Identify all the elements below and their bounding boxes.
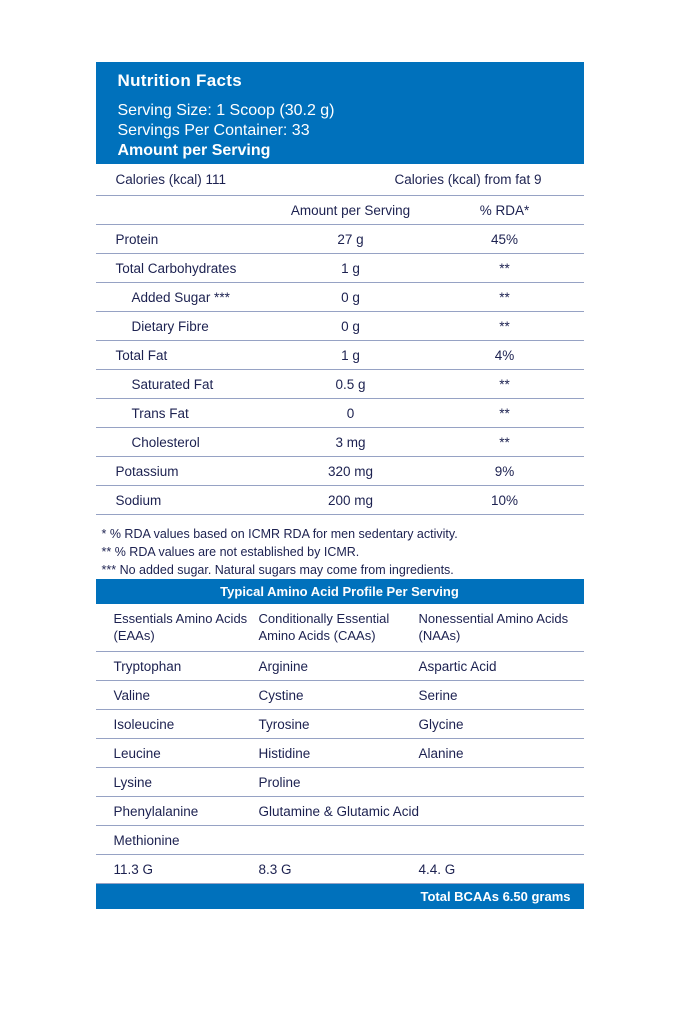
- amino-cell: Valine: [113, 687, 151, 703]
- nutrient-row-added-sugar: Added Sugar *** 0 g **: [95, 283, 584, 312]
- nutrient-row-sodium: Sodium 200 mg 10%: [95, 486, 584, 515]
- nutrient-row-dietary-fibre: Dietary Fibre 0 g **: [95, 312, 584, 341]
- amino-cell: Leucine: [113, 745, 161, 761]
- amount-column-header: Amount per Serving: [290, 202, 411, 218]
- amino-cell: Methionine: [113, 832, 180, 848]
- amino-cell: Glutamine & Glutamic Acid: [258, 803, 420, 819]
- amino-total-naas: 4.4. G: [418, 861, 456, 877]
- amino-row-1: Tryptophan Arginine Aspartic Acid: [95, 652, 584, 681]
- footnote-no-added-sugar: *** No added sugar. Natural sugars may c…: [101, 563, 454, 577]
- amino-cell: Tyrosine: [258, 716, 310, 732]
- amino-cell: Histidine: [258, 745, 311, 761]
- nutrient-label: Potassium: [115, 463, 179, 479]
- nutrient-rda: 10%: [490, 492, 519, 508]
- amino-cell: Isoleucine: [113, 716, 175, 732]
- amino-total-caas: 8.3 G: [258, 861, 292, 877]
- amino-col-header-naas: Nonessential Amino Acids (NAAs): [418, 611, 569, 643]
- nutrient-rda: **: [499, 376, 510, 392]
- nutrient-row-potassium: Potassium 320 mg 9%: [95, 457, 584, 486]
- amount-per-serving-heading: Amount per Serving: [117, 142, 271, 159]
- nutrient-label: Total Carbohydrates: [115, 260, 237, 276]
- amino-profile-title: Typical Amino Acid Profile Per Serving: [220, 584, 459, 599]
- nutrient-amount: 1 g: [341, 347, 360, 363]
- total-bcaas-label: Total BCAAs 6.50 grams: [420, 889, 571, 904]
- nutrient-row-total-fat: Total Fat 1 g 4%: [95, 341, 584, 370]
- amino-col-header-caas: Conditionally Essential Amino Acids (CAA…: [258, 611, 390, 643]
- amino-row-5: Lysine Proline: [95, 768, 584, 797]
- bcaa-footer-band: Total BCAAs 6.50 grams: [95, 884, 584, 909]
- amino-cell: Phenylalanine: [113, 803, 199, 819]
- amino-cell: Arginine: [258, 658, 309, 674]
- nutrition-label: Nutrition Facts Serving Size: 1 Scoop (3…: [95, 62, 584, 909]
- footnotes: * % RDA values based on ICMR RDA for men…: [96, 515, 584, 579]
- servings-per-container-line: Servings Per Container: 33: [117, 122, 310, 139]
- amino-cell: Alanine: [418, 745, 464, 761]
- nutrient-amount: 1 g: [341, 260, 360, 276]
- amino-cell: Glycine: [418, 716, 464, 732]
- nutrient-rda: 4%: [494, 347, 515, 363]
- nutrient-amount: 320 mg: [327, 463, 374, 479]
- serving-info: Serving Size: 1 Scoop (30.2 g) Servings …: [118, 101, 564, 161]
- amino-row-3: Isoleucine Tyrosine Glycine: [95, 710, 584, 739]
- amino-col-header-eaas: Essentials Amino Acids (EAAs): [113, 611, 248, 643]
- calories-row: Calories (kcal) 111 Calories (kcal) from…: [95, 164, 584, 196]
- nutrition-facts-title: Nutrition Facts: [117, 71, 242, 90]
- nutrient-label: Saturated Fat: [131, 376, 214, 392]
- amino-cell: Proline: [258, 774, 301, 790]
- serving-size-line: Serving Size: 1 Scoop (30.2 g): [117, 102, 335, 119]
- amino-totals-row: 11.3 G 8.3 G 4.4. G: [95, 855, 584, 884]
- nutrient-row-total-carbohydrates: Total Carbohydrates 1 g **: [95, 254, 584, 283]
- rda-column-header: % RDA*: [479, 202, 530, 218]
- amino-cell: Tryptophan: [113, 658, 182, 674]
- footnote-rda-not-established: ** % RDA values are not established by I…: [101, 545, 360, 559]
- amino-total-eaas: 11.3 G: [113, 861, 154, 877]
- calories-from-fat-value: Calories (kcal) from fat 9: [394, 172, 542, 187]
- nutrition-facts-header: Nutrition Facts Serving Size: 1 Scoop (3…: [95, 62, 584, 164]
- calories-value: Calories (kcal) 111: [115, 172, 227, 187]
- nutrient-amount: 0: [346, 405, 355, 421]
- nutrient-label: Trans Fat: [131, 405, 189, 421]
- nutrient-amount: 27 g: [337, 231, 364, 247]
- nutrient-label: Added Sugar ***: [131, 289, 230, 305]
- nutrient-row-protein: Protein 27 g 45%: [95, 225, 584, 254]
- amino-header-row: Essentials Amino Acids (EAAs) Conditiona…: [95, 604, 584, 652]
- nutrient-amount: 3 mg: [335, 434, 366, 450]
- nutrient-label: Protein: [115, 231, 159, 247]
- nutrient-amount: 200 mg: [327, 492, 374, 508]
- amino-row-4: Leucine Histidine Alanine: [95, 739, 584, 768]
- amino-row-6: Phenylalanine Glutamine & Glutamic Acid: [95, 797, 584, 826]
- nutrient-label: Cholesterol: [131, 434, 200, 450]
- nutrient-amount: 0 g: [341, 289, 360, 305]
- nutrient-rda: **: [499, 318, 510, 334]
- nutrient-rda: **: [499, 260, 510, 276]
- amino-cell: Lysine: [113, 774, 153, 790]
- nutrient-rda: **: [499, 289, 510, 305]
- nutrient-rda: 9%: [494, 463, 515, 479]
- nutrient-row-cholesterol: Cholesterol 3 mg **: [95, 428, 584, 457]
- nutrient-label: Dietary Fibre: [131, 318, 209, 334]
- nutrient-amount: 0 g: [341, 318, 360, 334]
- amino-cell: Aspartic Acid: [418, 658, 497, 674]
- amino-cell: Cystine: [258, 687, 304, 703]
- nutrient-amount: 0.5 g: [335, 376, 366, 392]
- nutrient-rda: **: [499, 405, 510, 421]
- amino-cell: Serine: [418, 687, 458, 703]
- nutrient-rda: **: [499, 434, 510, 450]
- column-header-row: Amount per Serving % RDA*: [95, 196, 584, 225]
- nutrient-row-trans-fat: Trans Fat 0 **: [95, 399, 584, 428]
- amino-row-2: Valine Cystine Serine: [95, 681, 584, 710]
- footnote-rda-basis: * % RDA values based on ICMR RDA for men…: [101, 527, 458, 541]
- nutrient-row-saturated-fat: Saturated Fat 0.5 g **: [95, 370, 584, 399]
- nutrient-rda: 45%: [490, 231, 519, 247]
- nutrient-label: Sodium: [115, 492, 162, 508]
- nutrient-label: Total Fat: [115, 347, 168, 363]
- amino-profile-title-band: Typical Amino Acid Profile Per Serving: [95, 579, 584, 604]
- amino-row-7: Methionine: [95, 826, 584, 855]
